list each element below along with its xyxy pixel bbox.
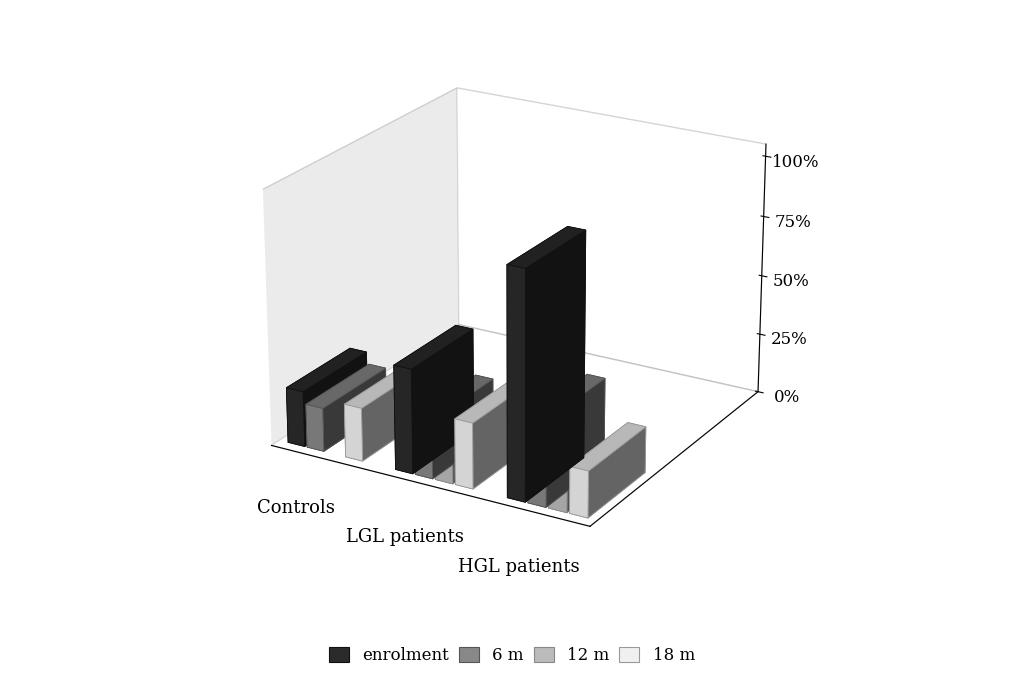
Legend: enrolment, 6 m, 12 m, 18 m: enrolment, 6 m, 12 m, 18 m: [323, 640, 701, 671]
